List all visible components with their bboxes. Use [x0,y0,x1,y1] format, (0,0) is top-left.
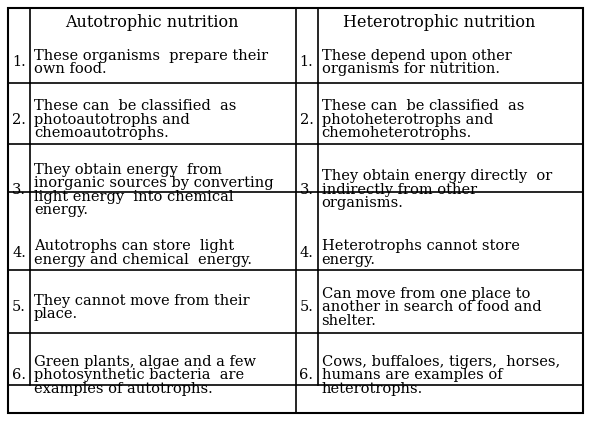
Text: energy.: energy. [34,203,88,217]
Text: 3.: 3. [12,183,26,197]
Text: They obtain energy  from: They obtain energy from [34,163,222,177]
Text: indirectly from other: indirectly from other [322,183,476,197]
Text: These can  be classified  as: These can be classified as [322,99,524,113]
Text: They cannot move from their: They cannot move from their [34,294,249,308]
Text: 5.: 5. [300,301,313,314]
Text: 6.: 6. [300,368,313,382]
Text: 4.: 4. [12,246,26,260]
Text: These organisms  prepare their: These organisms prepare their [34,48,268,62]
Text: Autotrophs can store  light: Autotrophs can store light [34,240,234,253]
Text: 1.: 1. [12,55,26,69]
Text: Cows, buffaloes, tigers,  horses,: Cows, buffaloes, tigers, horses, [322,355,560,369]
Text: 1.: 1. [300,55,313,69]
Text: humans are examples of: humans are examples of [322,368,502,382]
Text: Autotrophic nutrition: Autotrophic nutrition [65,13,239,31]
Text: place.: place. [34,307,78,321]
Text: 2.: 2. [300,112,313,127]
Text: Heterotrophic nutrition: Heterotrophic nutrition [343,13,535,31]
Text: inorganic sources by converting: inorganic sources by converting [34,176,274,190]
Text: light energy  into chemical: light energy into chemical [34,189,233,204]
Text: Can move from one place to: Can move from one place to [322,287,530,301]
Text: photoheterotrophs and: photoheterotrophs and [322,112,493,127]
Text: own food.: own food. [34,62,106,76]
Text: Heterotrophs cannot store: Heterotrophs cannot store [322,240,519,253]
Text: organisms.: organisms. [322,197,404,210]
Text: photoautotrophs and: photoautotrophs and [34,112,190,127]
Text: heterotrophs.: heterotrophs. [322,382,423,396]
Text: 6.: 6. [12,368,26,382]
Text: energy.: energy. [322,253,375,267]
Text: Green plants, algae and a few: Green plants, algae and a few [34,355,256,369]
Text: 3.: 3. [300,183,313,197]
Text: shelter.: shelter. [322,314,376,328]
Text: organisms for nutrition.: organisms for nutrition. [322,62,499,76]
Text: 4.: 4. [300,246,313,260]
Text: chemoheterotrophs.: chemoheterotrophs. [322,126,472,140]
Text: photosynthetic bacteria  are: photosynthetic bacteria are [34,368,244,382]
Text: 5.: 5. [12,301,26,314]
Text: examples of autotrophs.: examples of autotrophs. [34,382,213,396]
Text: 2.: 2. [12,112,26,127]
Text: chemoautotrophs.: chemoautotrophs. [34,126,169,140]
Text: energy and chemical  energy.: energy and chemical energy. [34,253,252,267]
Text: They obtain energy directly  or: They obtain energy directly or [322,169,552,184]
Text: These depend upon other: These depend upon other [322,48,511,62]
Text: These can  be classified  as: These can be classified as [34,99,236,113]
Text: another in search of food and: another in search of food and [322,301,541,314]
